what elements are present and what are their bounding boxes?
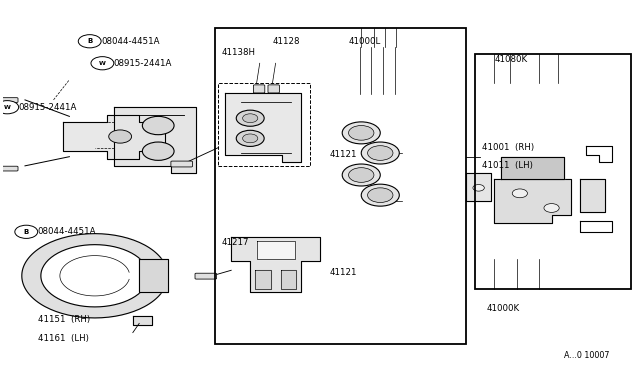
Circle shape (349, 168, 374, 182)
Circle shape (78, 35, 101, 48)
Circle shape (236, 110, 264, 126)
Polygon shape (231, 237, 320, 292)
Circle shape (109, 130, 132, 143)
Polygon shape (139, 259, 168, 292)
Text: 41121: 41121 (330, 150, 357, 159)
Bar (476, 54, 631, 289)
Bar (215, 28, 466, 344)
Text: W: W (99, 61, 106, 66)
Circle shape (236, 130, 264, 147)
Text: A...0 10007: A...0 10007 (564, 351, 610, 360)
FancyBboxPatch shape (1, 166, 18, 171)
Circle shape (342, 164, 380, 186)
Polygon shape (63, 115, 164, 158)
Circle shape (342, 122, 380, 144)
Circle shape (361, 142, 399, 164)
Polygon shape (580, 179, 605, 212)
Text: 08044-4451A: 08044-4451A (38, 227, 96, 236)
Text: 08044-4451A: 08044-4451A (101, 37, 159, 46)
Text: 41217: 41217 (221, 238, 249, 247)
Polygon shape (281, 270, 296, 289)
Text: W: W (4, 105, 11, 110)
Text: 41000K: 41000K (487, 304, 520, 313)
Polygon shape (466, 173, 492, 201)
Text: 41138H: 41138H (221, 48, 255, 57)
Circle shape (367, 188, 393, 202)
Polygon shape (22, 234, 163, 318)
FancyBboxPatch shape (253, 85, 265, 93)
Circle shape (15, 225, 38, 238)
FancyBboxPatch shape (1, 98, 18, 102)
Circle shape (473, 185, 484, 191)
Circle shape (512, 189, 527, 198)
FancyBboxPatch shape (195, 273, 216, 279)
Circle shape (243, 114, 258, 123)
Circle shape (367, 146, 393, 160)
Text: B: B (87, 38, 92, 44)
FancyBboxPatch shape (171, 161, 193, 167)
Text: B: B (24, 229, 29, 235)
Text: 41000L: 41000L (349, 37, 381, 46)
Text: 41011  (LH): 41011 (LH) (482, 161, 532, 170)
Text: 41161  (LH): 41161 (LH) (38, 334, 88, 343)
Bar (218, 83, 310, 166)
Text: 41128: 41128 (273, 37, 300, 46)
Polygon shape (114, 107, 196, 173)
Text: 41001  (RH): 41001 (RH) (482, 143, 534, 152)
Circle shape (544, 203, 559, 212)
Polygon shape (257, 241, 294, 259)
Text: 41121: 41121 (330, 267, 357, 277)
Circle shape (142, 142, 174, 160)
Polygon shape (501, 157, 564, 179)
Polygon shape (495, 179, 571, 223)
Circle shape (142, 116, 174, 135)
Polygon shape (255, 270, 271, 289)
Text: 08915-2441A: 08915-2441A (19, 103, 77, 112)
Circle shape (91, 57, 114, 70)
Polygon shape (133, 316, 152, 325)
Polygon shape (225, 93, 301, 162)
Circle shape (349, 125, 374, 140)
Text: 41151  (RH): 41151 (RH) (38, 315, 90, 324)
Circle shape (361, 184, 399, 206)
Circle shape (243, 134, 258, 143)
Text: 08915-2441A: 08915-2441A (114, 59, 172, 68)
Circle shape (0, 100, 19, 114)
FancyBboxPatch shape (268, 85, 280, 93)
Text: 41080K: 41080K (495, 55, 527, 64)
